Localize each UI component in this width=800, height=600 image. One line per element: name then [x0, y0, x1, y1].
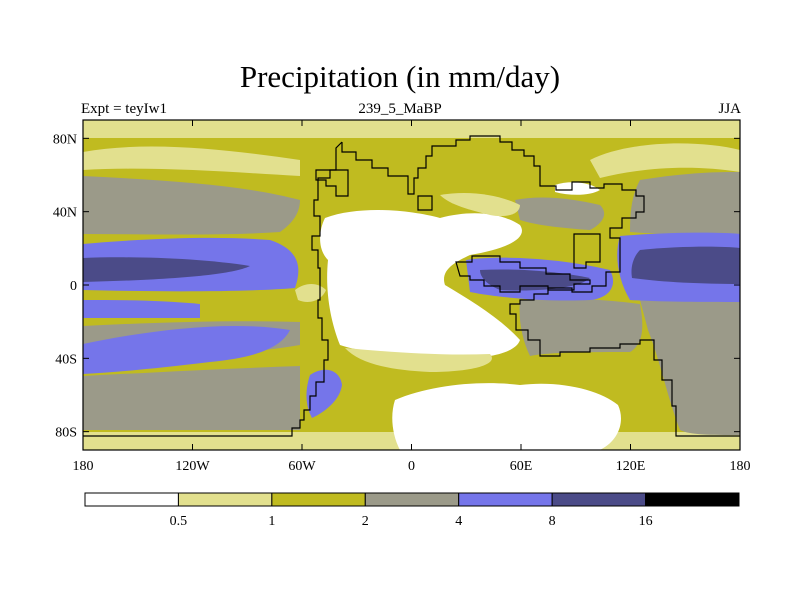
- colorbar-box: [177, 492, 273, 507]
- colorbar: 0.5 1 2 4 8 16: [84, 492, 740, 529]
- map-axes: 180 120W 60W 0 60E 120E 180 80N 40N 0 40S 80S: [53, 120, 751, 474]
- field-southwest-grey: [83, 366, 300, 430]
- experiment-label: Expt = teyIw1: [81, 101, 167, 117]
- colorbar-box: [271, 492, 366, 507]
- coastline-west: [83, 141, 343, 437]
- colorbar-label: 1: [268, 514, 275, 529]
- colorbar-box: [84, 492, 179, 507]
- x-tick-label: 0: [408, 459, 415, 474]
- field-pangea-dry: [320, 210, 522, 359]
- field-southwest-blue: [83, 325, 290, 374]
- field-south-america-blue: [306, 369, 342, 418]
- field-north-pacific-grey: [83, 176, 300, 235]
- y-tick-label: 0: [70, 279, 77, 294]
- colorbar-label: 2: [362, 514, 369, 529]
- field-pangea-margin-west: [295, 284, 326, 302]
- y-tick-label: 40S: [55, 352, 77, 367]
- field-north-dry-patch: [555, 182, 600, 195]
- map-field: [83, 120, 740, 450]
- time-period-label: 239_5_MaBP: [358, 101, 442, 117]
- colorbar-label: 0.5: [170, 514, 188, 529]
- field-tethys-darkblue: [480, 269, 590, 291]
- colorbar-box: [645, 492, 740, 507]
- x-tick-label: 60E: [510, 459, 533, 474]
- field-north-light-band: [83, 120, 740, 138]
- y-tick-label: 40N: [53, 206, 77, 221]
- field-indian-ocean-grey: [519, 298, 643, 356]
- field-north-light-patch: [83, 146, 300, 176]
- x-tick-label: 120W: [175, 459, 210, 474]
- colorbar-label: 16: [639, 514, 653, 529]
- x-tick-label: 180: [730, 459, 751, 474]
- chart-title: Precipitation (in mm/day): [239, 59, 561, 94]
- coastline-rect-island: [573, 233, 601, 269]
- coastline-pangea: [341, 135, 740, 437]
- colorbar-box: [364, 492, 460, 507]
- field-south-pacific-blue: [83, 300, 200, 318]
- coastline: [83, 135, 740, 437]
- x-tick-label: 180: [73, 459, 94, 474]
- y-tick-label: 80S: [55, 426, 77, 441]
- coastline-north-islands: [315, 169, 349, 197]
- field-west-pacific-grey: [630, 172, 740, 236]
- field-siberia-light: [590, 143, 740, 178]
- field-west-pacific-darkblue: [631, 246, 740, 284]
- field-pangea-margin-north: [440, 193, 520, 217]
- field-southeast-grey: [640, 296, 740, 435]
- x-tick-label: 120E: [616, 459, 646, 474]
- x-tick-label: 60W: [288, 459, 316, 474]
- colorbar-box: [551, 492, 647, 507]
- field-east-pacific-darkblue: [83, 257, 250, 282]
- colorbar-label: 4: [455, 514, 462, 529]
- coastline-tethys-inner: [455, 255, 591, 293]
- colorbar-box: [458, 492, 553, 507]
- field-africa-grey: [515, 197, 605, 230]
- y-tick-label: 80N: [53, 132, 77, 147]
- colorbar-label: 8: [549, 514, 556, 529]
- season-label: JJA: [718, 101, 741, 117]
- field-south-dry: [392, 383, 621, 450]
- field-pangea-margin-south: [345, 348, 492, 372]
- coastline-small-island: [417, 195, 433, 211]
